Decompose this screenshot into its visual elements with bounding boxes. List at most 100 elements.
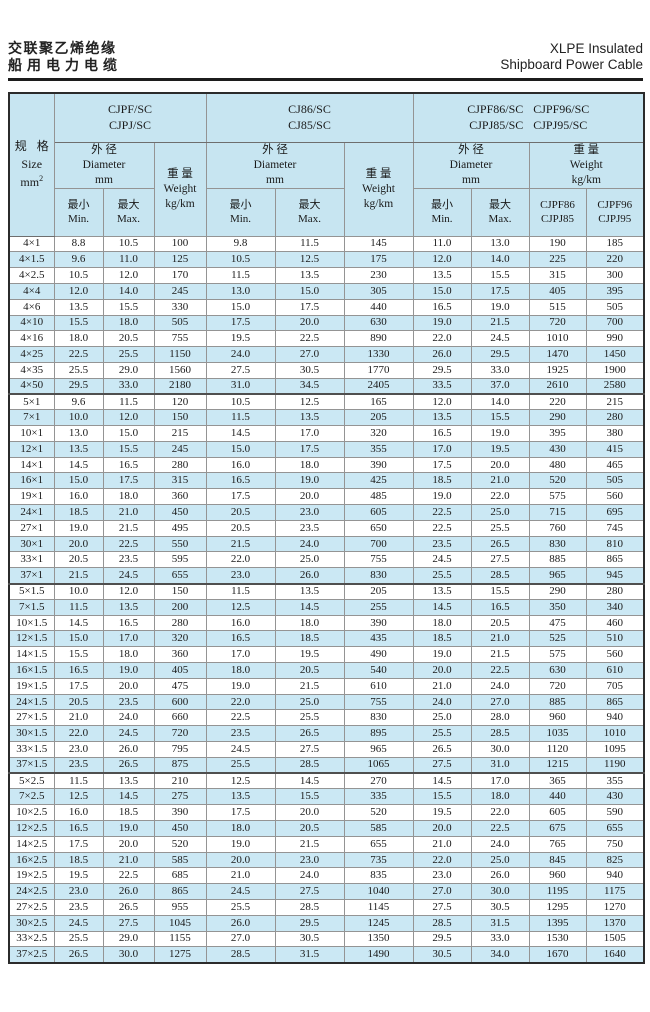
group3-weight-header: 重 量 Weight kg/km <box>528 141 645 189</box>
value-cell: 120 <box>153 393 207 411</box>
value-cell: 27.5 <box>412 899 472 916</box>
value-cell: 23.5 <box>102 551 155 569</box>
value-cell: 405 <box>153 662 207 679</box>
value-cell: 655 <box>585 820 645 837</box>
value-cell: 15.0 <box>205 440 276 458</box>
value-cell: 12.0 <box>102 583 155 600</box>
value-cell: 23.5 <box>205 725 276 743</box>
value-cell: 16.0 <box>205 614 276 632</box>
title-en-line1: XLPE Insulated <box>549 41 643 57</box>
value-cell: 20.5 <box>53 693 104 711</box>
spec-row: 19×1.5 17.5 20.0 475 19.0 21.5 610 21.0 24.0 720 7… <box>8 677 645 695</box>
value-cell: 1150 <box>153 346 207 363</box>
size-cell: 37×2.5 <box>8 946 55 964</box>
value-cell: 255 <box>343 598 414 616</box>
value-cell: 20.0 <box>412 820 472 837</box>
spec-row: 12×1.5 15.0 17.0 320 16.5 18.5 435 18.5 21.0 525 5… <box>8 630 645 648</box>
value-cell: 320 <box>343 425 414 442</box>
value-cell: 865 <box>153 883 207 900</box>
value-cell: 27.0 <box>274 346 345 363</box>
value-cell: 26.5 <box>412 741 472 758</box>
value-cell: 21.5 <box>53 567 104 585</box>
value-cell: 360 <box>153 646 207 664</box>
size-cell: 30×1 <box>8 535 55 553</box>
value-cell: 960 <box>528 867 587 885</box>
value-cell: 19.0 <box>412 314 472 332</box>
value-cell: 21.0 <box>102 851 155 869</box>
spec-row: 5×1.5 10.0 12.0 150 11.5 13.5 205 13.5 15.5 290 28… <box>8 583 645 600</box>
value-cell: 220 <box>528 393 587 411</box>
value-cell: 12.5 <box>53 788 104 806</box>
title-en-line2: Shipboard Power Cable <box>500 57 643 73</box>
value-cell: 18.0 <box>205 662 276 679</box>
spec-row: 24×1 18.5 21.0 450 20.5 23.0 605 22.5 25.0 715 695 <box>8 504 645 521</box>
title-zh-line1: 交联聚乙烯绝缘 <box>8 40 117 56</box>
value-cell: 215 <box>585 393 645 411</box>
value-cell: 21.0 <box>53 709 104 727</box>
size-cell: 12×1 <box>8 440 55 458</box>
value-cell: 26.0 <box>412 346 472 363</box>
value-cell: 435 <box>343 630 414 648</box>
value-cell: 15.5 <box>53 314 104 332</box>
value-cell: 13.5 <box>53 440 104 458</box>
value-cell: 1010 <box>528 330 587 348</box>
value-cell: 26.5 <box>470 535 530 553</box>
value-cell: 22.5 <box>53 346 104 363</box>
value-cell: 330 <box>153 298 207 316</box>
value-cell: 29.5 <box>274 914 345 932</box>
value-cell: 26.0 <box>205 914 276 932</box>
spec-row: 30×1 20.0 22.5 550 21.5 24.0 700 23.5 26.5 830 810 <box>8 535 645 553</box>
value-cell: 18.0 <box>470 788 530 806</box>
value-cell: 13.5 <box>205 788 276 806</box>
value-cell: 26.0 <box>470 867 530 885</box>
value-cell: 30.0 <box>470 741 530 758</box>
value-cell: 430 <box>585 788 645 806</box>
value-cell: 1490 <box>343 946 414 964</box>
value-cell: 1530 <box>528 930 587 948</box>
value-cell: 220 <box>585 251 645 269</box>
value-cell: 825 <box>585 851 645 869</box>
value-cell: 26.5 <box>274 725 345 743</box>
spec-row: 27×2.5 23.5 26.5 955 25.5 28.5 1145 27.5 30.5 129… <box>8 899 645 916</box>
value-cell: 26.5 <box>102 756 155 775</box>
spec-row: 12×2.5 16.5 19.0 450 18.0 20.5 585 20.0 22.5 675 6… <box>8 820 645 837</box>
value-cell: 11.5 <box>53 772 104 790</box>
spec-row: 4×1.5 9.6 11.0 125 10.5 12.5 175 12.0 14.0 225 220 <box>8 251 645 269</box>
value-cell: 720 <box>528 677 587 695</box>
value-cell: 125 <box>153 251 207 269</box>
value-cell: 150 <box>153 583 207 600</box>
value-cell: 720 <box>528 314 587 332</box>
value-cell: 22.0 <box>53 725 104 743</box>
value-cell: 15.0 <box>53 630 104 648</box>
header-divider <box>8 78 643 82</box>
value-cell: 25.5 <box>412 567 472 585</box>
value-cell: 19.0 <box>53 519 104 537</box>
value-cell: 390 <box>343 456 414 474</box>
value-cell: 1065 <box>343 756 414 775</box>
value-cell: 18.0 <box>53 330 104 348</box>
value-cell: 24.0 <box>470 835 530 853</box>
value-cell: 945 <box>585 567 645 585</box>
spec-row: 37×1.5 23.5 26.5 875 25.5 28.5 1065 27.5 31.0 121… <box>8 756 645 775</box>
value-cell: 17.0 <box>274 425 345 442</box>
value-cell: 34.5 <box>274 377 345 395</box>
spec-row: 33×1.5 23.0 26.0 795 24.5 27.5 965 26.5 30.0 1120… <box>8 741 645 758</box>
value-cell: 955 <box>153 899 207 916</box>
value-cell: 24.0 <box>205 346 276 363</box>
spec-row: 16×2.5 18.5 21.0 585 20.0 23.0 735 22.0 25.0 845 8… <box>8 851 645 869</box>
value-cell: 270 <box>343 772 414 790</box>
title-english: XLPE Insulated Shipboard Power Cable <box>500 41 643 73</box>
value-cell: 10.5 <box>102 235 155 253</box>
value-cell: 21.0 <box>102 504 155 521</box>
value-cell: 24.0 <box>274 867 345 885</box>
value-cell: 1040 <box>343 883 414 900</box>
value-cell: 19.5 <box>53 867 104 885</box>
value-cell: 27.5 <box>274 741 345 758</box>
value-cell: 25.0 <box>470 504 530 521</box>
value-cell: 11.5 <box>205 267 276 284</box>
value-cell: 15.5 <box>274 788 345 806</box>
value-cell: 430 <box>528 440 587 458</box>
value-cell: 23.5 <box>102 693 155 711</box>
size-cell: 19×1 <box>8 488 55 506</box>
value-cell: 18.5 <box>53 851 104 869</box>
